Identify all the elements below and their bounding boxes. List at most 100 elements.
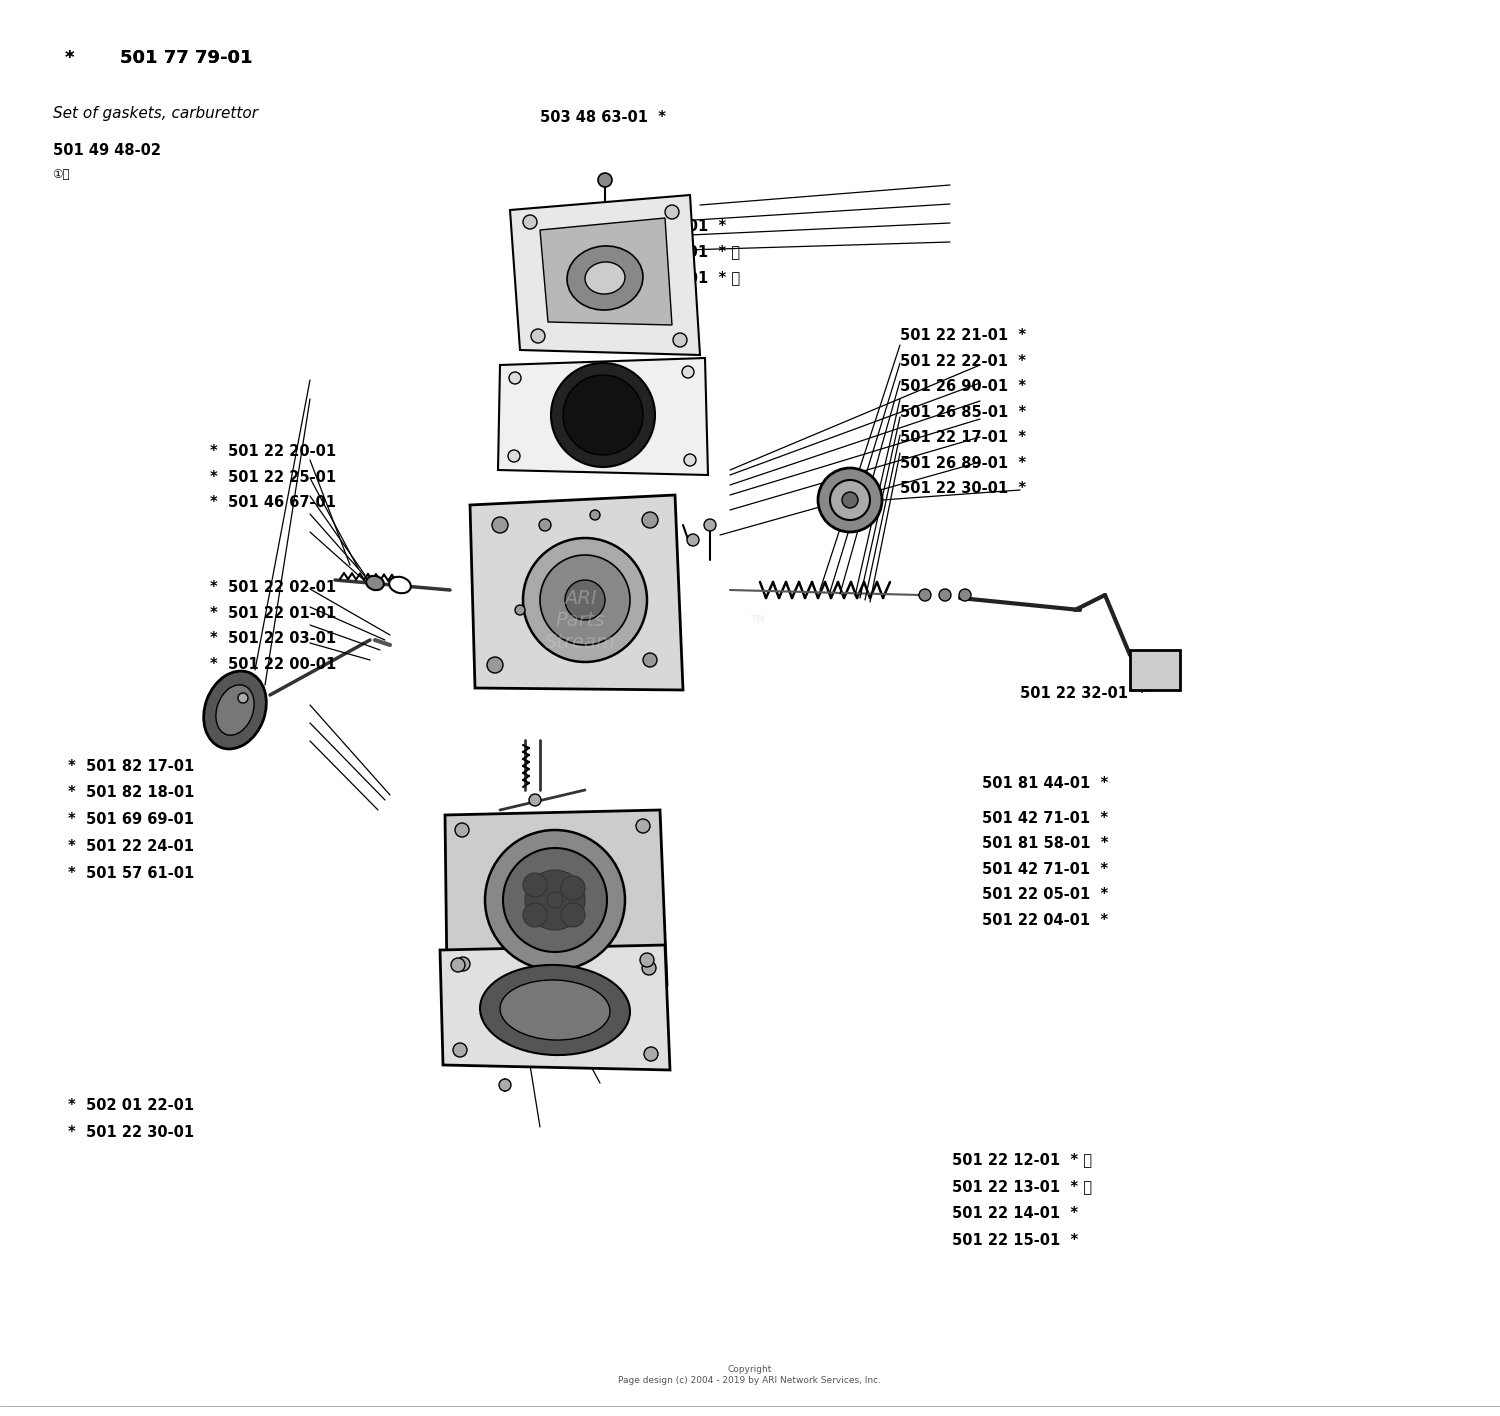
Circle shape <box>674 333 687 347</box>
Text: *  501 22 01-01: * 501 22 01-01 <box>210 606 336 620</box>
Text: 501 22 14-01  *: 501 22 14-01 * <box>952 1206 1078 1221</box>
Text: 503 48 63-01  *: 503 48 63-01 * <box>540 110 666 125</box>
Text: 501 77 79-01: 501 77 79-01 <box>120 50 252 67</box>
Text: Set of gaskets, carburettor: Set of gaskets, carburettor <box>53 106 258 120</box>
Text: 501 22 12-01  * Ⓐ: 501 22 12-01 * Ⓐ <box>952 1153 1092 1167</box>
Ellipse shape <box>500 980 610 1039</box>
Circle shape <box>550 362 656 467</box>
Circle shape <box>920 589 932 600</box>
Text: Copyright
Page design (c) 2004 - 2019 by ARI Network Services, Inc.: Copyright Page design (c) 2004 - 2019 by… <box>618 1365 882 1385</box>
Circle shape <box>842 491 858 508</box>
Circle shape <box>524 538 646 663</box>
Text: *  501 22 25-01: * 501 22 25-01 <box>210 470 336 484</box>
Text: 501 77 79-01: 501 77 79-01 <box>120 50 252 67</box>
Circle shape <box>238 692 248 702</box>
Text: 501 22 09-01  * Ⓐ: 501 22 09-01 * Ⓐ <box>600 245 740 259</box>
Ellipse shape <box>480 964 630 1055</box>
Text: 501 26 85-01  *: 501 26 85-01 * <box>900 405 1026 419</box>
Circle shape <box>682 365 694 378</box>
Circle shape <box>561 903 585 927</box>
Text: 501 49 48-02: 501 49 48-02 <box>53 143 160 157</box>
Circle shape <box>548 892 562 908</box>
Text: 501 22 15-01  *: 501 22 15-01 * <box>952 1233 1078 1247</box>
Circle shape <box>704 520 716 531</box>
Circle shape <box>509 450 520 462</box>
Circle shape <box>538 520 550 531</box>
Ellipse shape <box>204 671 267 749</box>
Circle shape <box>561 877 585 901</box>
Text: *  501 46 67-01: * 501 46 67-01 <box>210 496 336 510</box>
Text: 501 22 30-01  *: 501 22 30-01 * <box>900 481 1026 496</box>
Text: *  501 22 30-01: * 501 22 30-01 <box>68 1126 194 1140</box>
Text: 501 26 89-01  *: 501 26 89-01 * <box>900 456 1026 470</box>
Circle shape <box>664 205 680 219</box>
Text: *  501 22 03-01: * 501 22 03-01 <box>210 632 336 646</box>
Circle shape <box>687 534 699 547</box>
Text: 501 26 90-01  *: 501 26 90-01 * <box>900 379 1026 394</box>
Ellipse shape <box>388 576 411 593</box>
Ellipse shape <box>567 246 644 310</box>
Text: *  502 01 22-01: * 502 01 22-01 <box>68 1099 194 1113</box>
Polygon shape <box>498 358 708 474</box>
Text: *  501 82 18-01: * 501 82 18-01 <box>68 786 194 800</box>
Circle shape <box>492 517 508 532</box>
Circle shape <box>642 961 656 976</box>
Text: *  501 57 61-01: * 501 57 61-01 <box>68 867 194 881</box>
Ellipse shape <box>366 576 384 590</box>
Circle shape <box>644 1046 658 1061</box>
Text: 501 22 10-01  *: 501 22 10-01 * <box>600 219 726 234</box>
Text: *  501 69 69-01: * 501 69 69-01 <box>68 813 194 827</box>
Circle shape <box>452 959 465 971</box>
Circle shape <box>644 653 657 667</box>
Text: 501 81 44-01  *: 501 81 44-01 * <box>982 776 1108 790</box>
Text: *: * <box>64 50 75 67</box>
Ellipse shape <box>585 262 626 295</box>
Text: *  501 22 02-01: * 501 22 02-01 <box>210 581 336 595</box>
Text: ARI
Parts
Stream: ARI Parts Stream <box>544 589 615 651</box>
Polygon shape <box>470 496 682 690</box>
Circle shape <box>590 510 600 520</box>
Circle shape <box>503 848 608 952</box>
Bar <box>1130 650 1180 690</box>
Circle shape <box>640 953 654 967</box>
Text: TM: TM <box>750 615 765 624</box>
Circle shape <box>598 173 612 187</box>
Circle shape <box>524 874 548 896</box>
Text: 501 22 05-01  *: 501 22 05-01 * <box>982 888 1108 902</box>
Circle shape <box>684 455 696 466</box>
Circle shape <box>454 823 470 837</box>
Circle shape <box>525 869 585 930</box>
Text: 501 81 58-01  *: 501 81 58-01 * <box>982 837 1108 851</box>
Circle shape <box>484 830 626 970</box>
Text: 501 22 32-01  *: 501 22 32-01 * <box>1020 687 1146 701</box>
Text: 501 22 17-01  *: 501 22 17-01 * <box>900 430 1026 445</box>
Circle shape <box>939 589 951 600</box>
Text: 501 22 08-01  * Ⓐ: 501 22 08-01 * Ⓐ <box>600 270 740 285</box>
Text: *  501 22 24-01: * 501 22 24-01 <box>68 840 194 854</box>
Circle shape <box>453 1044 466 1056</box>
Circle shape <box>958 589 970 600</box>
Text: 501 22 04-01  *: 501 22 04-01 * <box>982 913 1108 927</box>
Circle shape <box>456 957 470 971</box>
Text: 501 42 71-01  *: 501 42 71-01 * <box>982 862 1108 877</box>
Circle shape <box>830 480 870 520</box>
Circle shape <box>530 794 542 806</box>
Polygon shape <box>440 944 670 1070</box>
Circle shape <box>509 372 520 384</box>
Circle shape <box>524 215 537 229</box>
Text: 501 22 22-01  *: 501 22 22-01 * <box>900 354 1026 368</box>
Polygon shape <box>510 195 700 355</box>
Text: *  501 82 17-01: * 501 82 17-01 <box>68 759 194 773</box>
Circle shape <box>531 329 544 343</box>
Circle shape <box>636 818 650 833</box>
Text: *: * <box>64 50 75 67</box>
Ellipse shape <box>216 685 254 735</box>
Circle shape <box>488 657 502 673</box>
Text: *  501 22 00-01: * 501 22 00-01 <box>210 657 336 671</box>
Circle shape <box>562 375 644 455</box>
Polygon shape <box>540 218 672 326</box>
Circle shape <box>514 605 525 615</box>
Circle shape <box>566 581 604 620</box>
Polygon shape <box>446 810 668 986</box>
Circle shape <box>818 469 882 532</box>
